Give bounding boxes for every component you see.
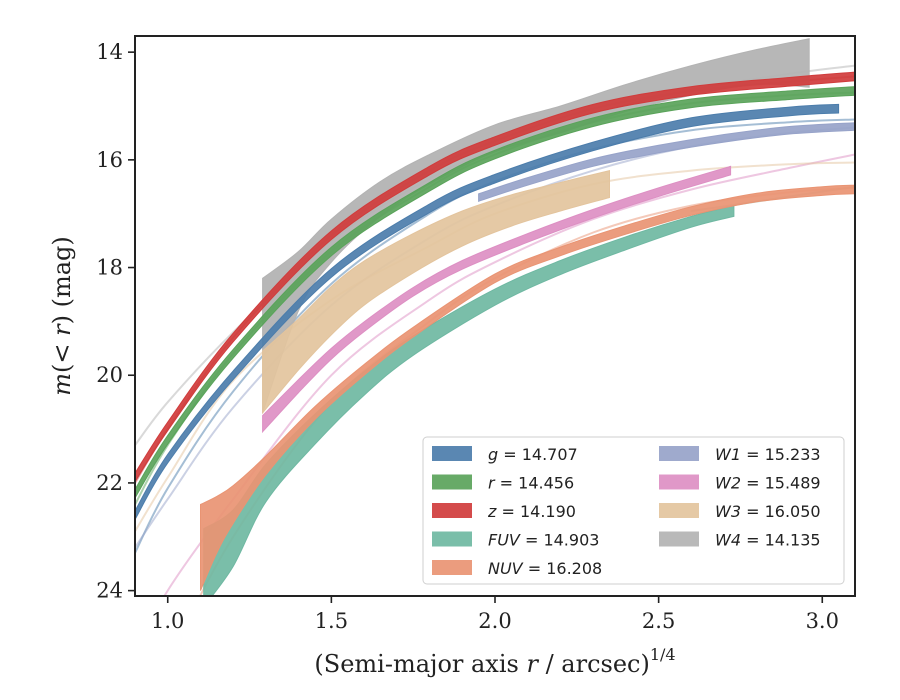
legend-swatch-fuv	[432, 531, 472, 547]
profile-band-z	[135, 71, 855, 483]
profile-band-g	[135, 103, 840, 521]
legend-swatch-r	[432, 474, 472, 490]
x-tick-label: 1.0	[151, 609, 184, 633]
profile-band-r	[135, 86, 855, 499]
y-tick-label: 20	[96, 363, 123, 387]
legend-label-w4: W4 = 14.135	[715, 531, 821, 550]
legend-label-nuv: NUV = 16.208	[488, 559, 602, 578]
x-tick-label: 2.0	[478, 609, 511, 633]
legend-label-w3: W3 = 16.050	[715, 502, 821, 521]
x-axis-label: (Semi-major axis r / arcsec)1/4	[314, 645, 675, 678]
y-axis-label: m(< r) (mag)	[48, 236, 76, 396]
profile-band-w3	[262, 169, 610, 415]
profile-band-w1	[478, 122, 855, 202]
legend-swatch-z	[432, 503, 472, 518]
y-axis-ticks: 14 16 18 20 22 24	[96, 40, 135, 603]
y-tick-label: 18	[96, 256, 123, 280]
legend-label-r: r = 14.456	[488, 474, 574, 493]
legend-swatch-w4	[659, 531, 699, 547]
legend-swatch-w1	[659, 446, 699, 461]
legend-label-z: z = 14.190	[487, 502, 576, 521]
legend-swatch-nuv	[432, 560, 472, 575]
y-tick-label: 22	[96, 471, 123, 495]
legend-label-g: g = 14.707	[488, 445, 578, 464]
profile-bands	[135, 38, 855, 596]
legend-label-w1: W1 = 15.233	[715, 445, 821, 464]
x-tick-label: 3.0	[806, 609, 839, 633]
y-tick-label: 14	[96, 40, 123, 64]
x-tick-label: 1.5	[315, 609, 348, 633]
profile-band-nuv	[200, 184, 855, 591]
x-tick-label: 2.5	[642, 609, 675, 633]
y-tick-label: 16	[96, 148, 123, 172]
profile-band-w2	[262, 165, 732, 434]
legend-swatch-w3	[659, 503, 699, 518]
x-axis-ticks: 1.0 1.5 2.0 2.5 3.0	[151, 596, 839, 633]
y-tick-label: 24	[96, 579, 123, 603]
legend: g = 14.707 r = 14.456 z = 14.190 FUV = 14.9…	[422, 436, 845, 585]
legend-swatch-g	[432, 446, 472, 461]
legend-label-w2: W2 = 15.489	[715, 474, 821, 493]
legend-box	[422, 436, 845, 585]
legend-label-fuv: FUV = 14.903	[488, 531, 599, 550]
legend-swatch-w2	[659, 474, 699, 490]
